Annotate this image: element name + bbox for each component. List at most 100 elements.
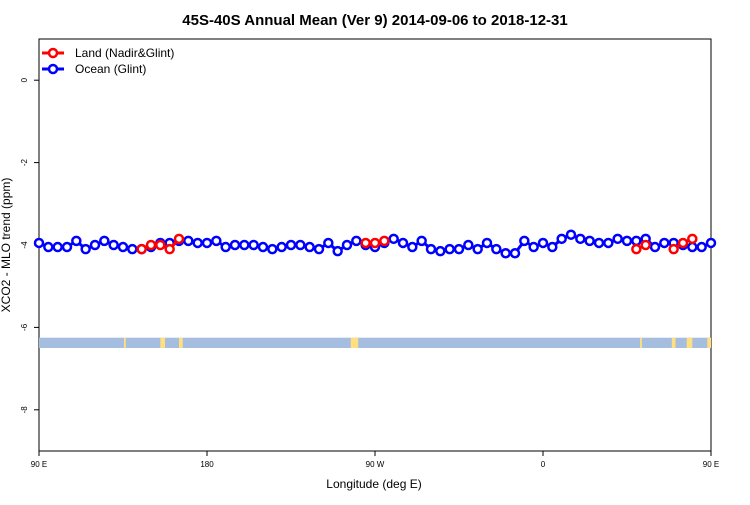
data-point xyxy=(631,243,642,255)
legend: Land (Nadir&Glint) Ocean (Glint) xyxy=(42,46,174,76)
data-point xyxy=(603,237,614,249)
data-point xyxy=(491,243,502,255)
legend-marker xyxy=(47,63,59,75)
data-point xyxy=(304,241,315,253)
data-point xyxy=(463,239,474,251)
data-point xyxy=(351,235,362,247)
data-point xyxy=(267,243,278,255)
data-point xyxy=(61,241,73,253)
data-point xyxy=(687,233,698,245)
data-point xyxy=(80,243,91,255)
y-tick-label: -8 xyxy=(20,406,29,414)
data-point xyxy=(136,243,147,255)
data-point xyxy=(323,237,334,249)
data-point xyxy=(173,233,185,245)
data-point xyxy=(659,237,670,249)
data-point xyxy=(668,243,679,255)
data-point xyxy=(360,237,371,249)
data-point xyxy=(276,241,287,253)
data-point xyxy=(556,233,567,245)
data-point xyxy=(220,241,231,253)
data-point xyxy=(257,241,269,253)
ocean-strip xyxy=(39,337,711,348)
data-point xyxy=(239,239,250,251)
data-point xyxy=(108,239,119,251)
data-point xyxy=(164,243,175,255)
data-point xyxy=(155,239,166,251)
data-point xyxy=(500,247,511,259)
data-point xyxy=(89,239,101,251)
data-point xyxy=(621,235,633,247)
data-series xyxy=(33,229,717,259)
data-point xyxy=(453,243,465,255)
data-point xyxy=(631,235,642,247)
x-tick-label: 0 xyxy=(541,460,546,469)
data-point xyxy=(369,237,381,249)
data-point xyxy=(444,243,455,255)
axes: 90 E 180 90 W 0 90 E 0 -2 -4 -6 -8 xyxy=(20,77,719,469)
data-point xyxy=(612,233,623,245)
data-point xyxy=(472,243,483,255)
data-point xyxy=(528,241,539,253)
data-point xyxy=(285,239,297,251)
data-point xyxy=(201,237,213,249)
data-point xyxy=(519,235,530,247)
data-point xyxy=(43,241,54,253)
data-point xyxy=(509,247,521,259)
series-land xyxy=(136,233,698,255)
data-point xyxy=(248,239,259,251)
data-point xyxy=(313,243,325,255)
x-axis-label: Longitude (deg E) xyxy=(326,477,421,491)
data-point xyxy=(575,233,586,245)
land-span xyxy=(350,337,359,348)
land-span xyxy=(686,337,693,348)
data-point xyxy=(537,237,549,249)
data-point xyxy=(425,243,437,255)
data-point xyxy=(33,237,45,249)
y-tick-label: -2 xyxy=(20,158,29,166)
data-point xyxy=(332,245,343,257)
data-point xyxy=(127,243,138,255)
data-point xyxy=(696,241,707,253)
x-tick-label: 90 E xyxy=(31,460,47,469)
data-point xyxy=(52,241,63,253)
data-point xyxy=(584,235,595,247)
data-point xyxy=(145,239,157,251)
data-point xyxy=(99,235,110,247)
legend-entry-label: Land (Nadir&Glint) xyxy=(75,46,174,60)
land-mask-strip xyxy=(39,337,711,348)
legend-marker xyxy=(47,47,59,59)
data-point xyxy=(397,237,409,249)
data-point xyxy=(565,229,577,240)
land-span xyxy=(160,337,165,348)
data-point xyxy=(640,239,651,251)
data-point xyxy=(379,235,390,247)
data-point xyxy=(192,237,203,249)
land-span xyxy=(671,337,676,348)
land-span xyxy=(640,337,642,348)
data-point xyxy=(435,245,446,257)
land-span xyxy=(123,337,126,348)
x-tick-label: 180 xyxy=(200,460,214,469)
land-span xyxy=(707,337,711,348)
data-point xyxy=(407,241,418,253)
data-point xyxy=(229,239,241,251)
data-point xyxy=(481,237,493,249)
data-point xyxy=(183,235,194,247)
chart-title: 45S-40S Annual Mean (Ver 9) 2014-09-06 t… xyxy=(182,12,567,29)
data-point xyxy=(547,241,558,253)
x-tick-label: 90 E xyxy=(703,460,719,469)
land-span xyxy=(179,337,183,348)
y-tick-label: -6 xyxy=(20,323,29,331)
x-tick-label: 90 W xyxy=(366,460,385,469)
data-point xyxy=(687,241,698,253)
data-point xyxy=(677,237,689,249)
data-point xyxy=(295,239,306,251)
data-point xyxy=(593,237,605,249)
y-tick-label: 0 xyxy=(20,77,29,82)
y-axis-label: XCO2 - MLO trend (ppm) xyxy=(0,178,13,313)
data-point xyxy=(341,239,353,251)
legend-entry-label: Ocean (Glint) xyxy=(75,62,146,76)
